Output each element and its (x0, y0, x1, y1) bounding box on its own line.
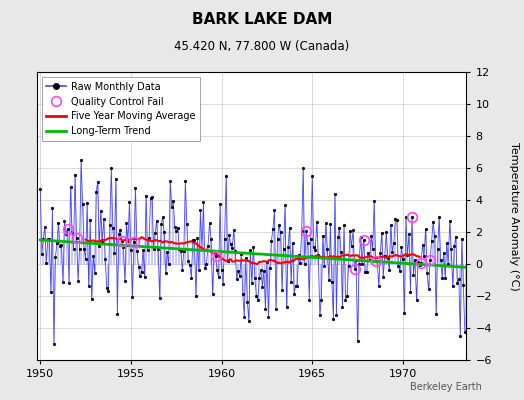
Raw Monthly Data (137, 274, 143, 279)
Line: Raw Monthly Data: Raw Monthly Data (39, 159, 466, 345)
Raw Monthly Data (333, 312, 340, 317)
Y-axis label: Temperature Anomaly (°C): Temperature Anomaly (°C) (509, 142, 519, 290)
Five Year Moving Average (417, 254, 423, 259)
Long-Term Trend (409, 262, 415, 266)
Five Year Moving Average (194, 242, 201, 247)
Text: 45.420 N, 77.800 W (Canada): 45.420 N, 77.800 W (Canada) (174, 40, 350, 53)
Raw Monthly Data (78, 158, 84, 162)
Five Year Moving Average (125, 238, 131, 242)
Text: Berkeley Earth: Berkeley Earth (410, 382, 482, 392)
Line: Long-Term Trend: Long-Term Trend (40, 240, 465, 267)
Raw Monthly Data (412, 258, 418, 262)
Five Year Moving Average (388, 254, 394, 259)
Raw Monthly Data (462, 329, 468, 334)
Five Year Moving Average (253, 262, 259, 266)
Raw Monthly Data (37, 186, 43, 191)
Long-Term Trend (134, 244, 140, 248)
Raw Monthly Data (283, 305, 290, 310)
Five Year Moving Average (176, 241, 182, 246)
Raw Monthly Data (51, 342, 57, 346)
Long-Term Trend (462, 265, 468, 270)
Raw Monthly Data (70, 246, 77, 251)
Five Year Moving Average (82, 237, 89, 242)
Text: BARK LAKE DAM: BARK LAKE DAM (192, 12, 332, 27)
Long-Term Trend (330, 256, 336, 261)
Long-Term Trend (37, 238, 43, 242)
Long-Term Trend (69, 240, 75, 244)
Five Year Moving Average (96, 240, 102, 244)
Legend: Raw Monthly Data, Quality Control Fail, Five Year Moving Average, Long-Term Tren: Raw Monthly Data, Quality Control Fail, … (41, 77, 200, 141)
Line: Five Year Moving Average: Five Year Moving Average (85, 237, 420, 264)
Long-Term Trend (280, 253, 287, 258)
Raw Monthly Data (158, 222, 165, 227)
Long-Term Trend (155, 245, 161, 250)
Five Year Moving Average (138, 235, 145, 240)
Five Year Moving Average (203, 247, 210, 252)
